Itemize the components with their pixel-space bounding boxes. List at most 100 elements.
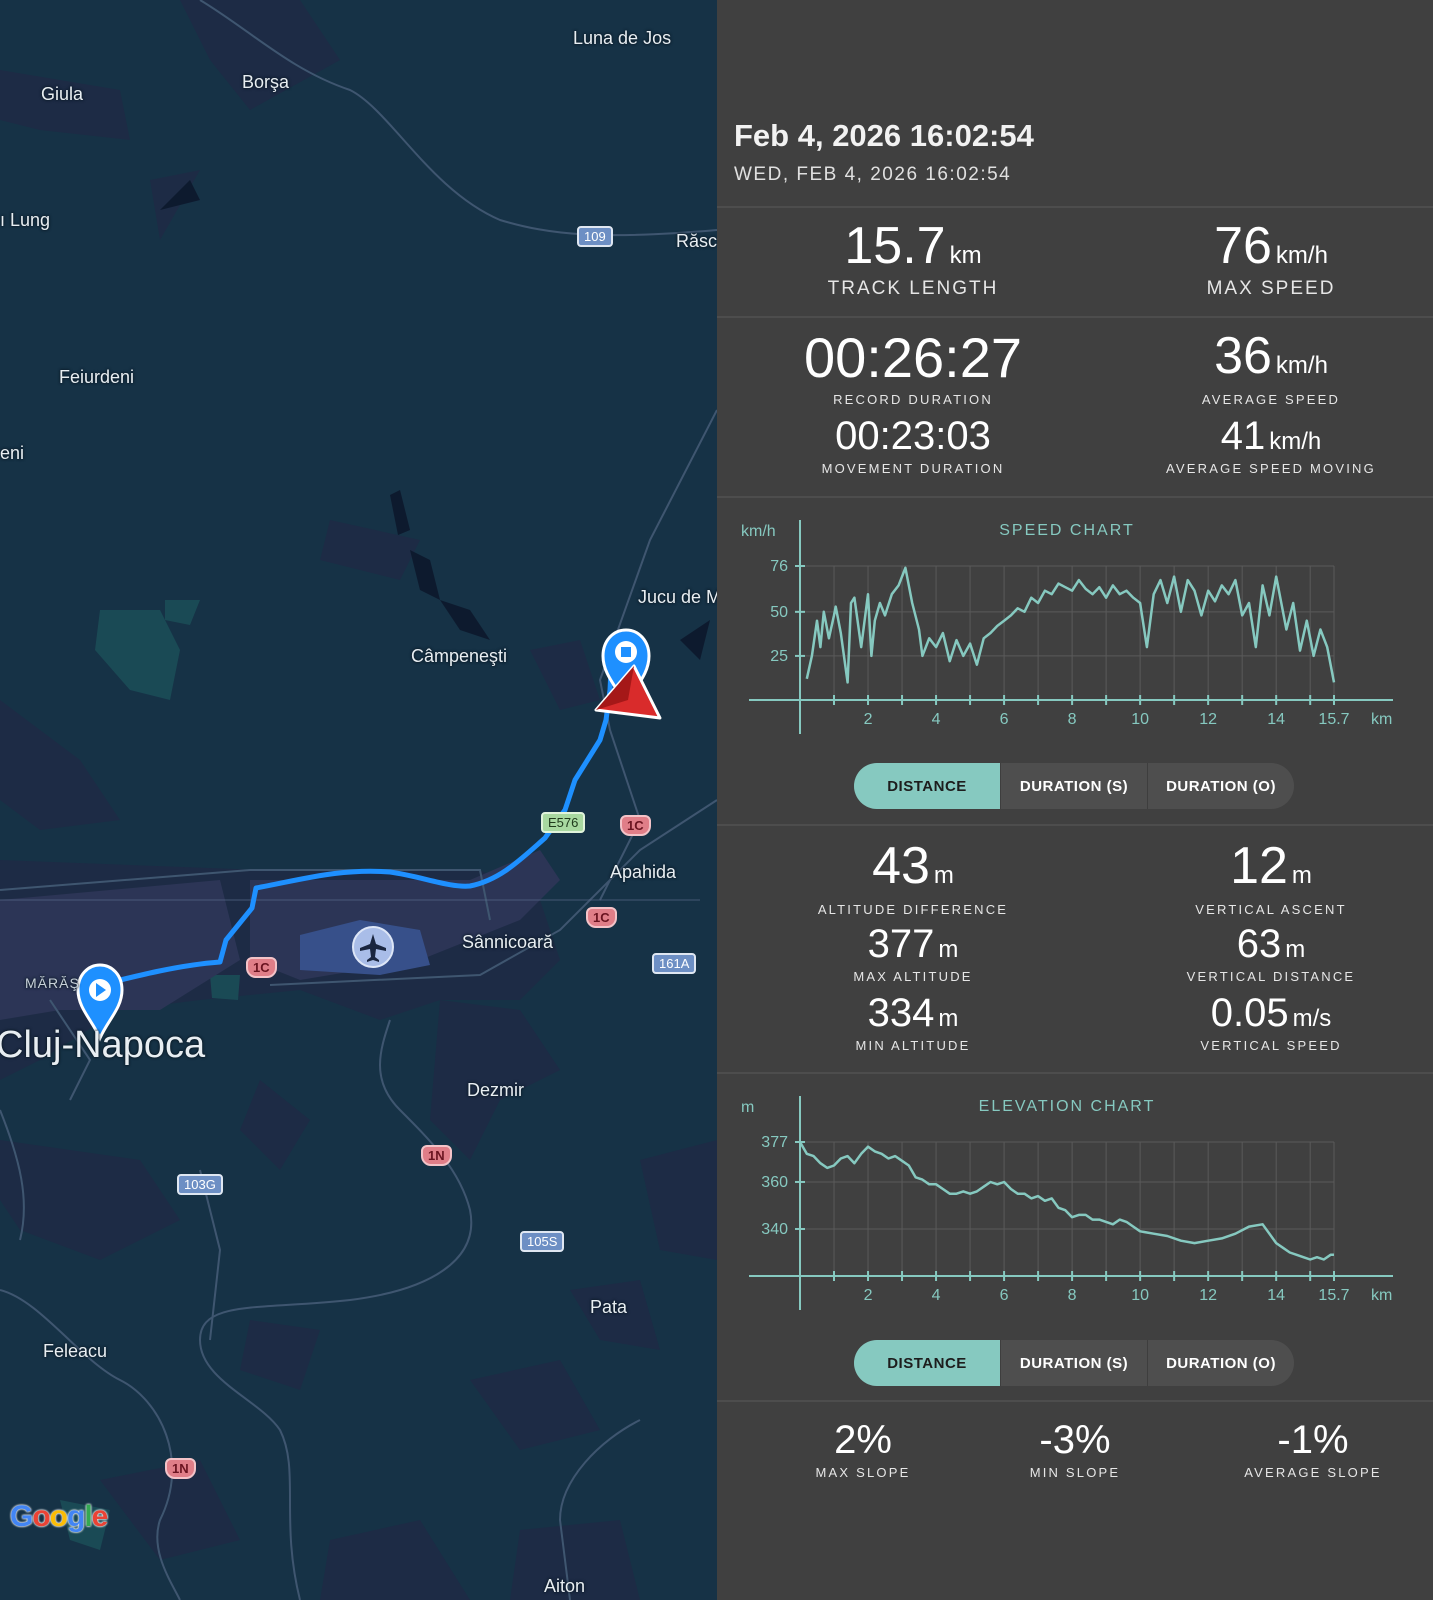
speed-chart-x-tick-label: 2 <box>864 711 873 728</box>
road-shield: 105S <box>520 1231 565 1252</box>
road-shield: 1N <box>421 1145 452 1166</box>
stat-max-slope: 2% MAX SLOPE <box>815 1418 911 1480</box>
track-title: Feb 4, 2026 16:02:54 <box>734 118 1034 153</box>
road-shield: E576 <box>541 812 586 833</box>
segment-duration-s[interactable]: DURATION (S) <box>1000 1340 1147 1386</box>
stat-track-length: 15.7 km TRACK LENGTH <box>827 217 999 299</box>
place-label: ı Lung <box>0 210 51 230</box>
speed-chart-x-tick-label: 6 <box>1000 711 1009 728</box>
stat-min-altitude: 334 m MIN ALTITUDE <box>855 991 971 1053</box>
start-marker-icon[interactable] <box>76 963 124 1042</box>
speed-chart-y-tick-label: 76 <box>770 558 788 575</box>
speed-chart-y-label: km/h <box>741 523 776 540</box>
elevation-chart-y-tick-label: 360 <box>761 1174 788 1191</box>
map-land <box>0 0 717 1600</box>
place-label: Aiton <box>544 1576 586 1596</box>
stat-average-speed: 36 km/h AVERAGE SPEED <box>1201 327 1341 407</box>
divider <box>717 824 1433 826</box>
divider <box>717 316 1433 318</box>
airport-icon[interactable] <box>352 926 394 968</box>
place-label: Sânnicoară <box>462 932 554 952</box>
stat-average-speed-moving: 41 km/h AVERAGE SPEED MOVING <box>1166 414 1376 476</box>
road-shield: 1N <box>165 1458 196 1479</box>
place-label: Giula <box>41 84 84 104</box>
district-label: MĂRĂŞ <box>25 975 80 991</box>
stat-altitude-difference: 43 m ALTITUDE DIFFERENCE <box>817 837 1009 917</box>
elevation-chart-x-tick-label: 8 <box>1068 1287 1077 1304</box>
stat-max-altitude: 377 m MAX ALTITUDE <box>853 922 973 984</box>
place-label: Pata <box>590 1297 628 1317</box>
position-arrow-icon <box>594 664 662 720</box>
elevation-chart-x-tick-label: 4 <box>932 1287 941 1304</box>
speed-chart-x-tick-label: 8 <box>1068 711 1077 728</box>
elevation-chart-series-line <box>798 1141 1334 1261</box>
elevation-chart-x-tick-label: 6 <box>1000 1287 1009 1304</box>
elevation-chart-y-tick-label: 377 <box>761 1134 788 1151</box>
stat-vertical-ascent: 12 m VERTICAL ASCENT <box>1195 837 1347 917</box>
road-shield: 109 <box>577 226 613 247</box>
stat-record-duration: 00:26:27 RECORD DURATION <box>804 326 1022 408</box>
city-label: Cluj-Napoca <box>0 1024 206 1066</box>
place-label: Borşa <box>242 72 290 92</box>
speed-chart-y-tick-label: 25 <box>770 648 788 665</box>
road-shield: 1C <box>586 907 617 928</box>
place-label: Răsc <box>676 231 717 251</box>
elevation-chart-x-tick-label: 15.7 <box>1318 1287 1349 1304</box>
map-lakes <box>60 600 240 1550</box>
segment-distance[interactable]: DISTANCE <box>854 763 1000 809</box>
speed-chart[interactable]: 2 4 6 8 10 12 14 15.7 25 50 76 km/h km SPEED CHART <box>717 512 1433 748</box>
place-label: Câmpeneşti <box>411 646 508 666</box>
map-canvas[interactable] <box>0 0 717 1600</box>
stat-average-slope: -1% AVERAGE SLOPE <box>1244 1418 1382 1480</box>
elevation-chart[interactable]: 2 4 6 8 10 12 14 15.7 340 360 377 m km ELEVATION CHAR… <box>717 1088 1433 1324</box>
divider <box>717 496 1433 498</box>
track-details-panel[interactable]: Feb 4, 2026 16:02:54 WED, FEB 4, 2026 16… <box>717 0 1433 1600</box>
divider <box>717 1072 1433 1074</box>
elevation-chart-y-label: m <box>741 1099 754 1116</box>
segment-duration-o[interactable]: DURATION (O) <box>1147 763 1294 809</box>
speed-chart-x-label: km <box>1371 711 1392 728</box>
elevation-chart-x-label: km <box>1371 1287 1392 1304</box>
elevation-chart-axis-selector[interactable]: DISTANCE DURATION (S) DURATION (O) <box>854 1340 1294 1386</box>
stat-vertical-distance: 63 m VERTICAL DISTANCE <box>1186 922 1356 984</box>
speed-chart-x-tick-label: 12 <box>1199 711 1217 728</box>
road-shield: 1C <box>246 957 277 978</box>
speed-chart-x-tick-label: 10 <box>1131 711 1149 728</box>
segment-duration-s[interactable]: DURATION (S) <box>1000 763 1147 809</box>
track-route[interactable] <box>97 647 615 988</box>
place-label: Jucu de M <box>638 587 717 607</box>
place-label: Feiurdeni <box>59 367 135 387</box>
elevation-chart-x-tick-label: 2 <box>864 1287 873 1304</box>
speed-chart-x-tick-label: 14 <box>1267 711 1285 728</box>
elevation-chart-title: ELEVATION CHART <box>979 1098 1156 1115</box>
divider <box>717 1400 1433 1402</box>
elevation-chart-y-tick-label: 340 <box>761 1221 788 1238</box>
place-label: Apahida <box>610 862 677 882</box>
map-view[interactable]: Luna de Jos Giula Borşa ı Lung Răsc Feiu… <box>0 0 717 1600</box>
road-shield: 1C <box>620 815 651 836</box>
divider <box>717 206 1433 208</box>
segment-distance[interactable]: DISTANCE <box>854 1340 1000 1386</box>
speed-chart-series-line <box>805 566 1336 684</box>
speed-chart-x-tick-label: 15.7 <box>1318 711 1349 728</box>
road-shield: 103G <box>177 1174 223 1195</box>
speed-chart-axis-selector[interactable]: DISTANCE DURATION (S) DURATION (O) <box>854 763 1294 809</box>
place-label: Luna de Jos <box>573 28 672 48</box>
speed-chart-x-tick-label: 4 <box>932 711 941 728</box>
track-subtitle: WED, FEB 4, 2026 16:02:54 <box>734 164 1012 185</box>
end-marker-icon[interactable] <box>601 628 651 709</box>
elevation-chart-x-tick-label: 14 <box>1267 1287 1285 1304</box>
place-label: Feleacu <box>43 1341 108 1361</box>
speed-chart-title: SPEED CHART <box>999 522 1135 539</box>
place-label: Dezmir <box>467 1080 524 1100</box>
road-shield: 161A <box>652 953 697 974</box>
stat-min-slope: -3% MIN SLOPE <box>1029 1418 1121 1480</box>
stat-movement-duration: 00:23:03 MOVEMENT DURATION <box>821 414 1005 476</box>
speed-chart-y-tick-label: 50 <box>770 604 788 621</box>
elevation-chart-x-tick-label: 10 <box>1131 1287 1149 1304</box>
segment-duration-o[interactable]: DURATION (O) <box>1147 1340 1294 1386</box>
stat-max-speed: 76 km/h MAX SPEED <box>1206 217 1336 299</box>
google-logo: Google <box>10 1500 108 1533</box>
place-label: eni <box>0 443 25 463</box>
stat-vertical-speed: 0.05 m/s VERTICAL SPEED <box>1200 991 1342 1053</box>
